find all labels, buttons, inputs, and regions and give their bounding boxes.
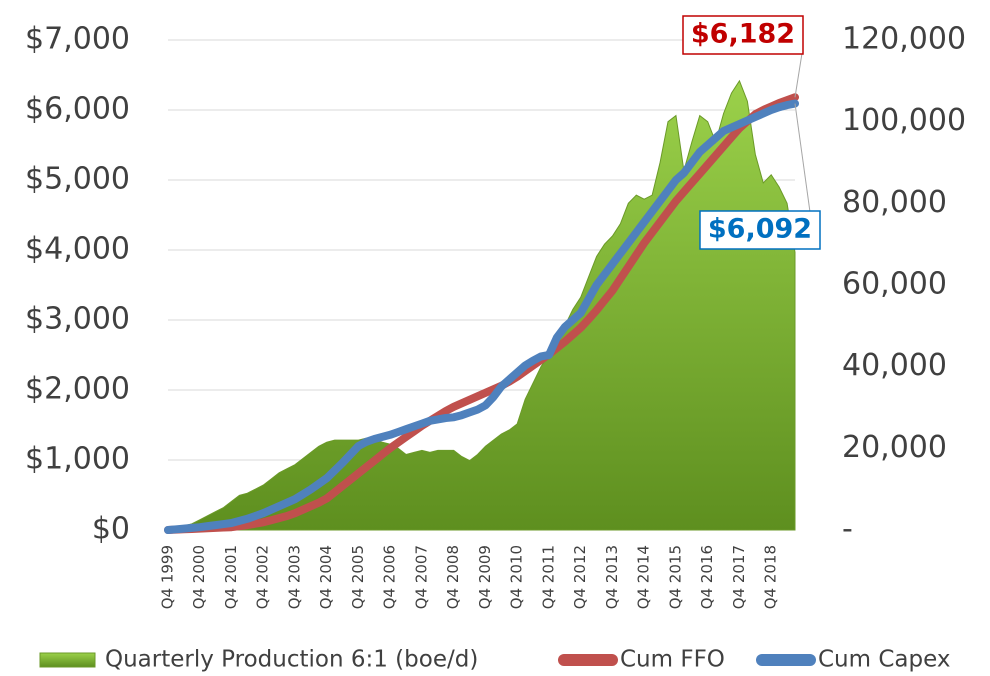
x-tick-label: Q4 2010 (508, 545, 526, 609)
y-tick-label: $0 (92, 512, 130, 547)
leader-line (794, 103, 811, 213)
y2-tick-label: 60,000 (842, 267, 947, 302)
data-label: $6,182 (691, 19, 795, 50)
y2-tick-label: 40,000 (842, 348, 947, 383)
x-tick-label: Q4 2011 (539, 545, 557, 609)
x-tick-label: Q4 2005 (349, 545, 367, 609)
y-tick-label: $4,000 (25, 232, 130, 267)
y-tick-label: $2,000 (25, 372, 130, 407)
x-tick-label: Q4 2018 (762, 545, 780, 609)
x-tick-label: Q4 2013 (603, 545, 621, 609)
y2-tick-label: - (842, 512, 853, 547)
x-tick-label: Q4 2017 (730, 545, 748, 609)
y2-tick-label: 120,000 (842, 22, 966, 57)
y2-tick-label: 100,000 (842, 103, 966, 138)
leader-line (794, 46, 804, 98)
x-tick-label: Q4 2012 (571, 545, 589, 609)
data-label: $6,092 (708, 214, 812, 245)
x-tick-label: Q4 2000 (190, 545, 208, 609)
series-line (164, 93, 799, 534)
x-tick-label: Q4 2006 (381, 545, 399, 609)
y-tick-label: $3,000 (25, 302, 130, 337)
legend-label: Cum FFO (620, 647, 725, 673)
y2-tick-label: 20,000 (842, 430, 947, 465)
legend-label: Quarterly Production 6:1 (boe/d) (105, 647, 478, 673)
label-box (699, 210, 821, 250)
y2-tick-label: 80,000 (842, 185, 947, 220)
series-line (164, 99, 799, 534)
label-box (682, 15, 804, 55)
x-tick-label: Q4 2007 (412, 545, 430, 609)
x-tick-label: Q4 1999 (159, 545, 177, 609)
y-tick-label: $1,000 (25, 442, 130, 477)
y-tick-label: $5,000 (25, 162, 130, 197)
y-tick-label: $7,000 (25, 22, 130, 57)
legend-label: Cum Capex (818, 647, 950, 673)
x-tick-label: Q4 2015 (666, 545, 684, 609)
production-area (167, 79, 796, 531)
x-tick-label: Q4 2004 (317, 545, 335, 609)
x-tick-label: Q4 2009 (476, 545, 494, 609)
x-tick-label: Q4 2002 (254, 545, 272, 609)
x-tick-label: Q4 2016 (698, 545, 716, 609)
x-tick-label: Q4 2008 (444, 545, 462, 609)
y-tick-label: $6,000 (25, 92, 130, 127)
legend-swatch (39, 652, 96, 668)
x-tick-label: Q4 2003 (285, 545, 303, 609)
x-tick-label: Q4 2001 (222, 545, 240, 609)
x-tick-label: Q4 2014 (635, 545, 653, 609)
